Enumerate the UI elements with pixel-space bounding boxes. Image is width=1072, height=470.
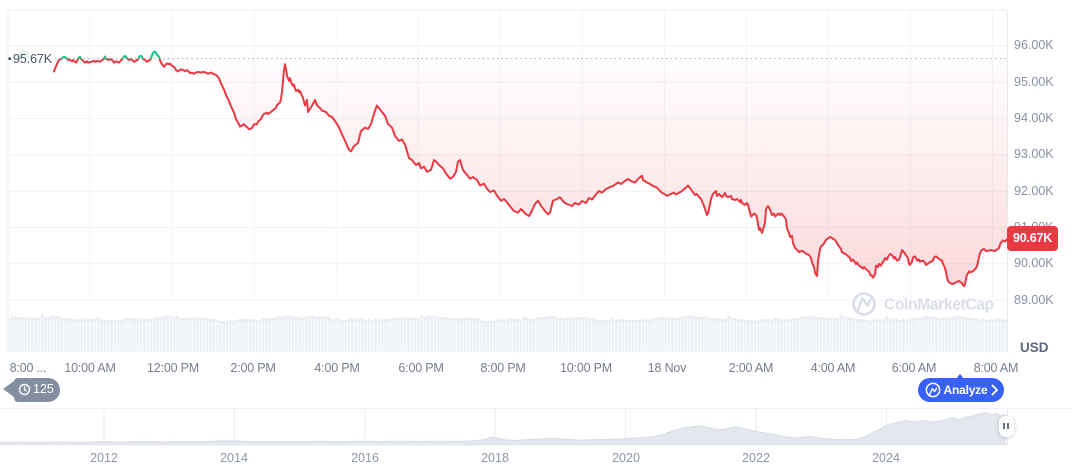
svg-text:CoinMarketCap: CoinMarketCap bbox=[884, 297, 994, 314]
